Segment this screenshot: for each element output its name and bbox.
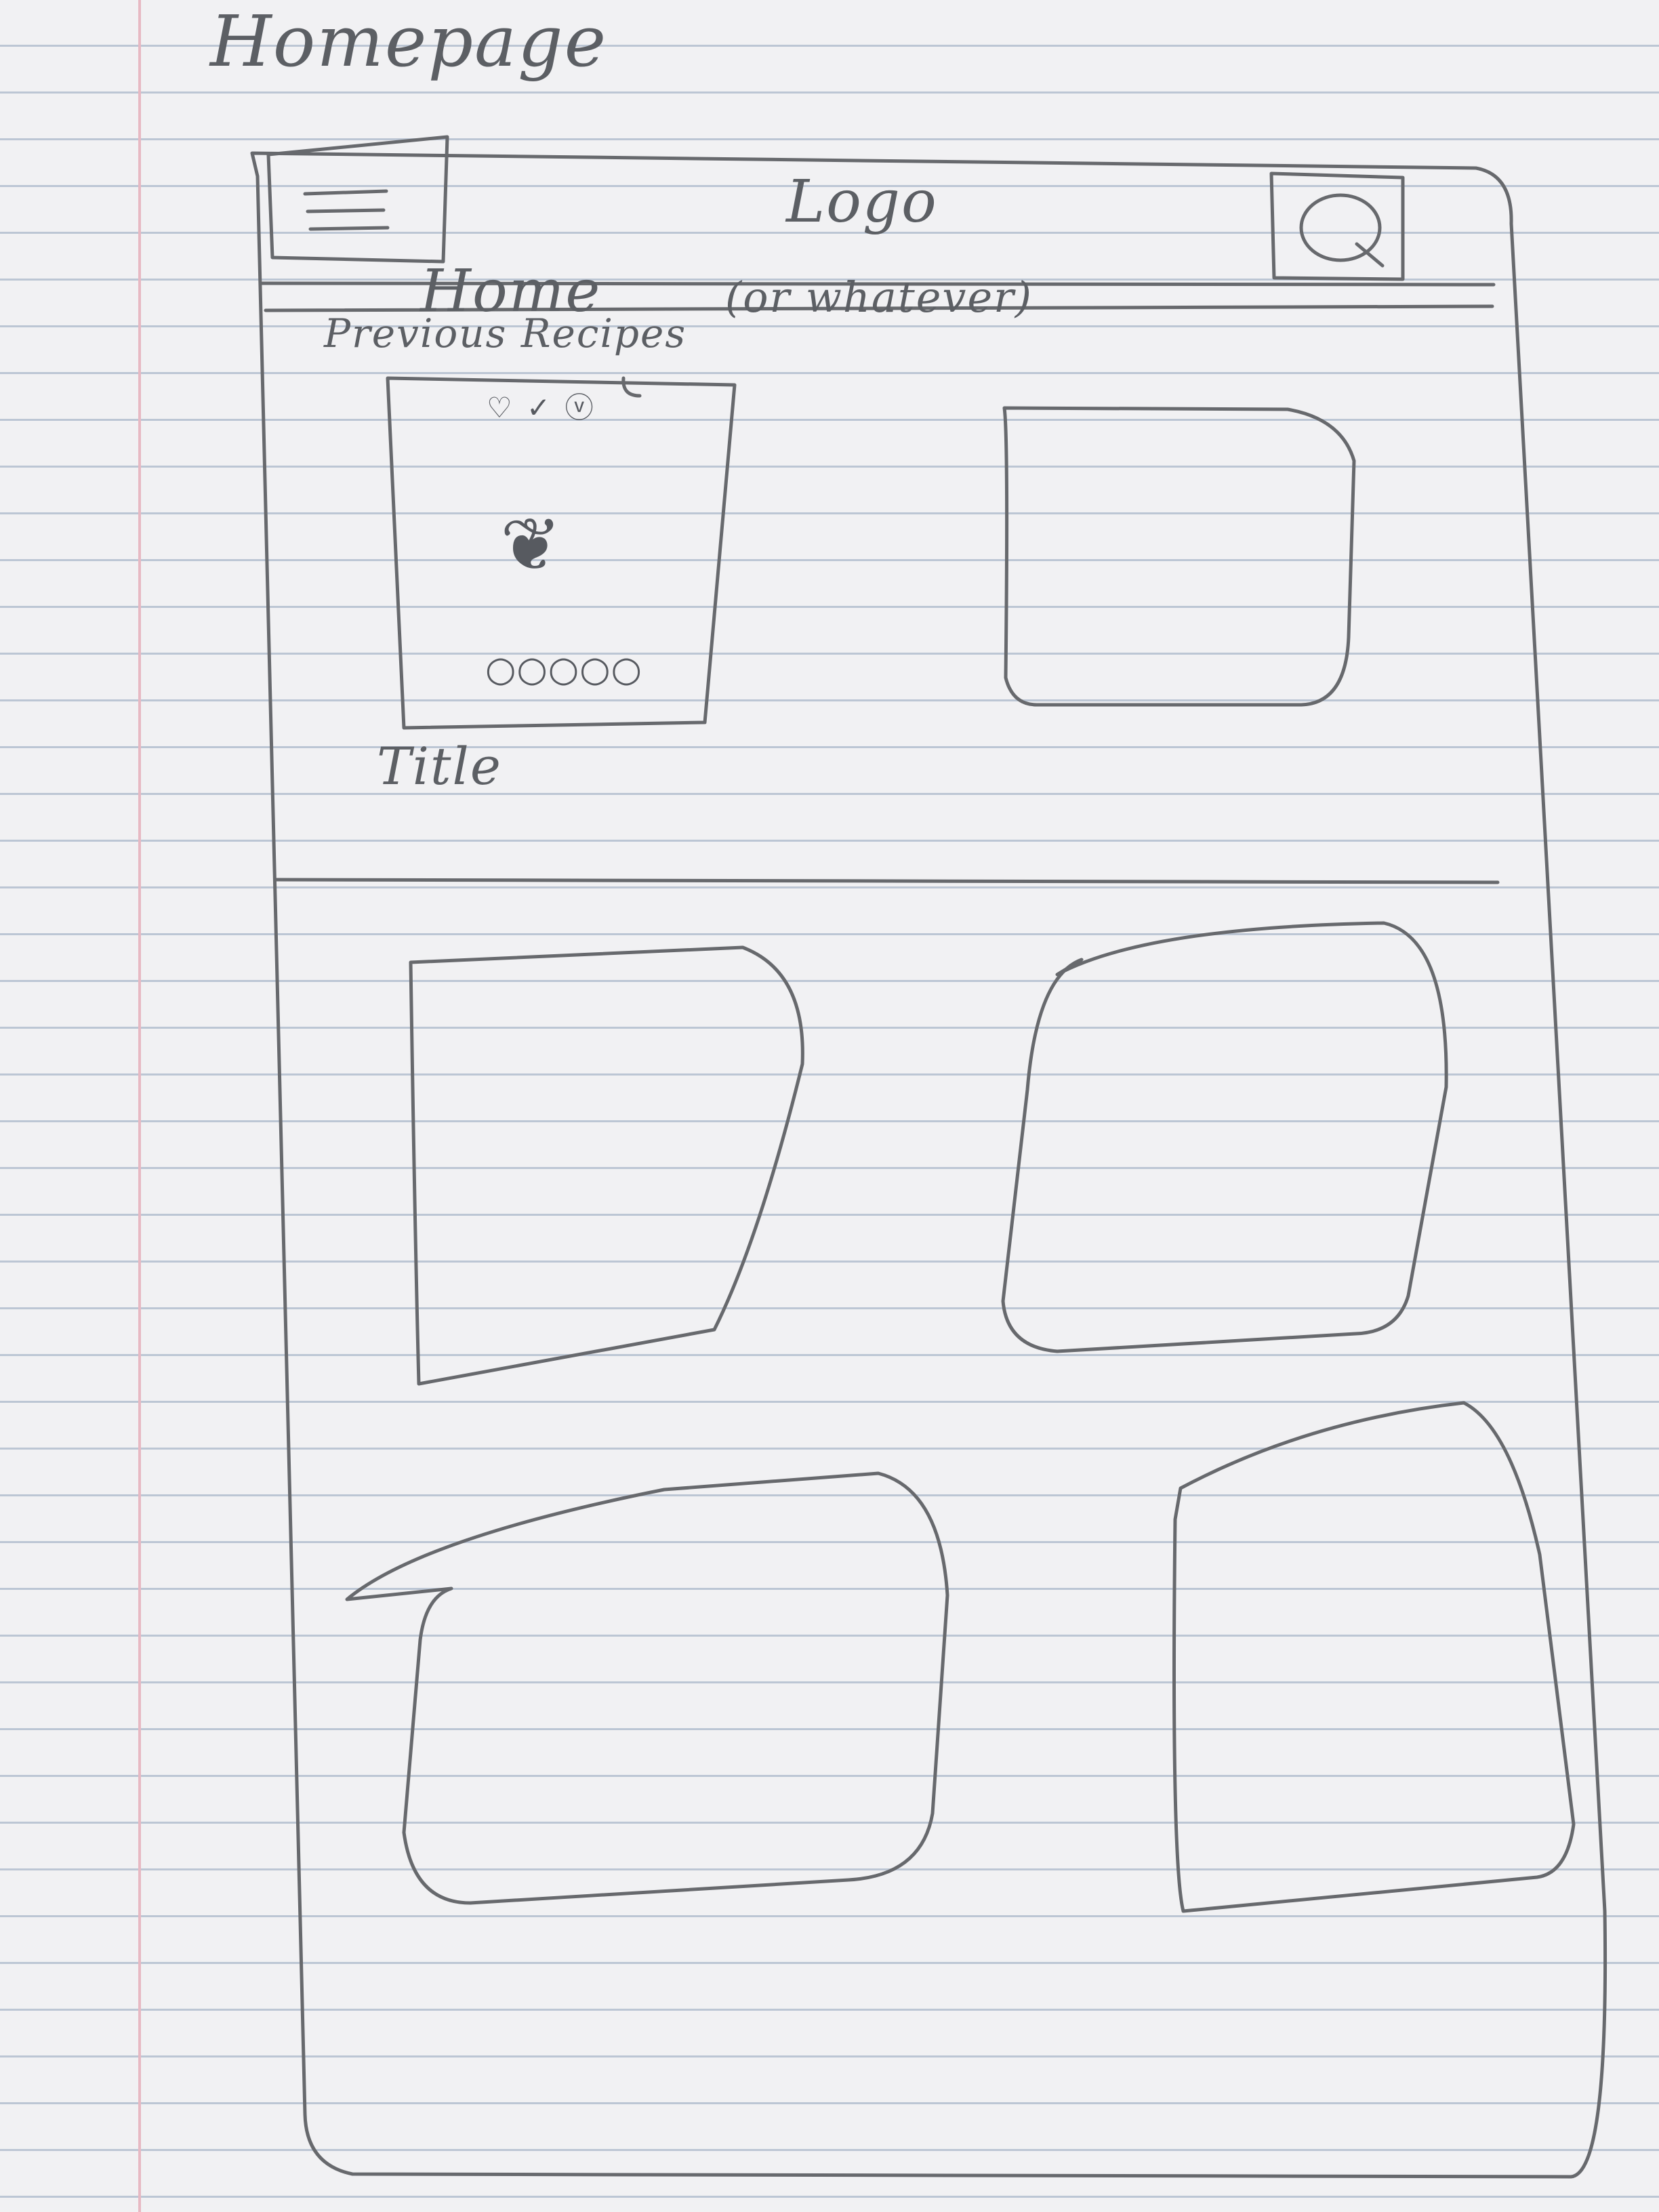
logo: Logo [786, 168, 938, 236]
nav-page-name: Home [420, 258, 602, 325]
section-divider [274, 878, 1500, 884]
hamburger-menu-icon [266, 135, 449, 264]
page-heading: Homepage [210, 0, 608, 83]
recipe-card-outline [345, 1471, 949, 1905]
recipe-card-outline [1001, 921, 1448, 1353]
recipe-title: Title [377, 736, 502, 796]
search-icon [1269, 171, 1405, 281]
nav-page-note: (or whatever) [725, 272, 1033, 322]
phone-frame [250, 151, 1607, 2179]
header-divider [260, 281, 1496, 287]
image-placeholder-icon: ❦ [500, 503, 562, 588]
search-button[interactable] [1271, 173, 1404, 282]
heart-icon: ♡ [487, 391, 515, 424]
menu-button[interactable] [268, 153, 447, 266]
section-label: Previous Recipes [324, 310, 687, 356]
rating-circles-icon: ○○○○○ [485, 649, 642, 690]
recipe-card-outline [409, 945, 804, 1386]
check-icon: ✓ [527, 391, 554, 424]
vegetarian-badge-icon: ⓥ [565, 391, 596, 424]
featured-recipe-card-outline [386, 376, 737, 730]
recipe-card-outline [1172, 1401, 1576, 1913]
recipe-tags: ♡ ✓ ⓥ [487, 385, 596, 426]
recipe-card-outline [1002, 406, 1356, 707]
nav-divider [264, 304, 1494, 312]
